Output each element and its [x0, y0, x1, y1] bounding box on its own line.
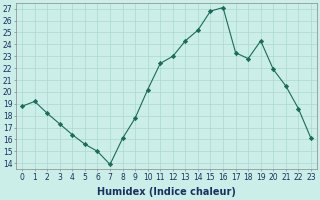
- X-axis label: Humidex (Indice chaleur): Humidex (Indice chaleur): [97, 187, 236, 197]
